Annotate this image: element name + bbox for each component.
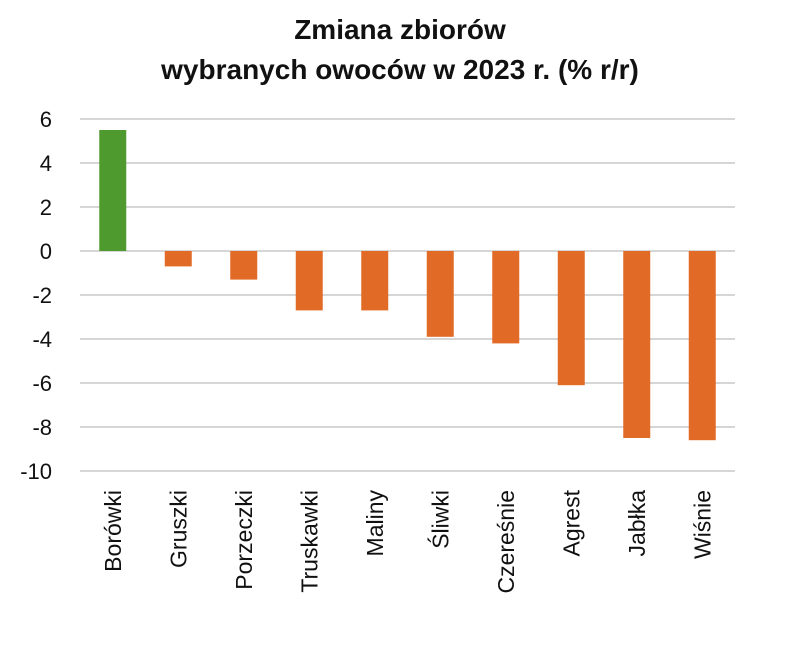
chart-title: Zmiana zbiorów wybranych owoców w 2023 r… [0, 10, 800, 90]
bar [295, 251, 323, 311]
y-tick-label: -10 [20, 459, 52, 484]
y-tick-label: 4 [40, 151, 52, 176]
y-axis-tick-labels: 6 4 2 0 -2 -4 -6 -8 -10 [20, 107, 52, 484]
y-tick-label: -6 [32, 371, 52, 396]
x-category-label: Wiśnie [689, 490, 715, 559]
y-tick-label: -2 [32, 283, 52, 308]
chart-title-line-1: Zmiana zbiorów [294, 14, 506, 45]
x-axis-category-labels: Borówki Gruszki Porzeczki Truskawki Maliny Śl… [100, 489, 716, 593]
bar [623, 251, 651, 438]
bar [230, 251, 258, 280]
chart-title-line-2: wybranych owoców w 2023 r. (% r/r) [161, 54, 639, 85]
y-tick-label: 6 [40, 107, 52, 132]
y-tick-label: -8 [32, 415, 52, 440]
x-category-label: Jabłka [624, 490, 650, 557]
y-tick-label: -4 [32, 327, 52, 352]
x-category-label: Maliny [362, 490, 388, 557]
x-category-label: Borówki [100, 490, 126, 572]
bar [164, 251, 192, 267]
x-category-label: Gruszki [165, 490, 191, 568]
x-category-label: Śliwki [426, 490, 453, 549]
bar [426, 251, 454, 337]
y-tick-label: 2 [40, 195, 52, 220]
x-category-label: Porzeczki [231, 490, 257, 590]
bar [361, 251, 389, 311]
x-category-label: Agrest [558, 489, 584, 556]
x-category-label: Czereśnie [493, 490, 519, 594]
bars [99, 130, 716, 441]
bar [688, 251, 716, 441]
x-category-label: Truskawki [296, 490, 322, 593]
bar [492, 251, 520, 344]
y-tick-label: 0 [40, 239, 52, 264]
bar [557, 251, 585, 386]
bar [99, 130, 127, 251]
